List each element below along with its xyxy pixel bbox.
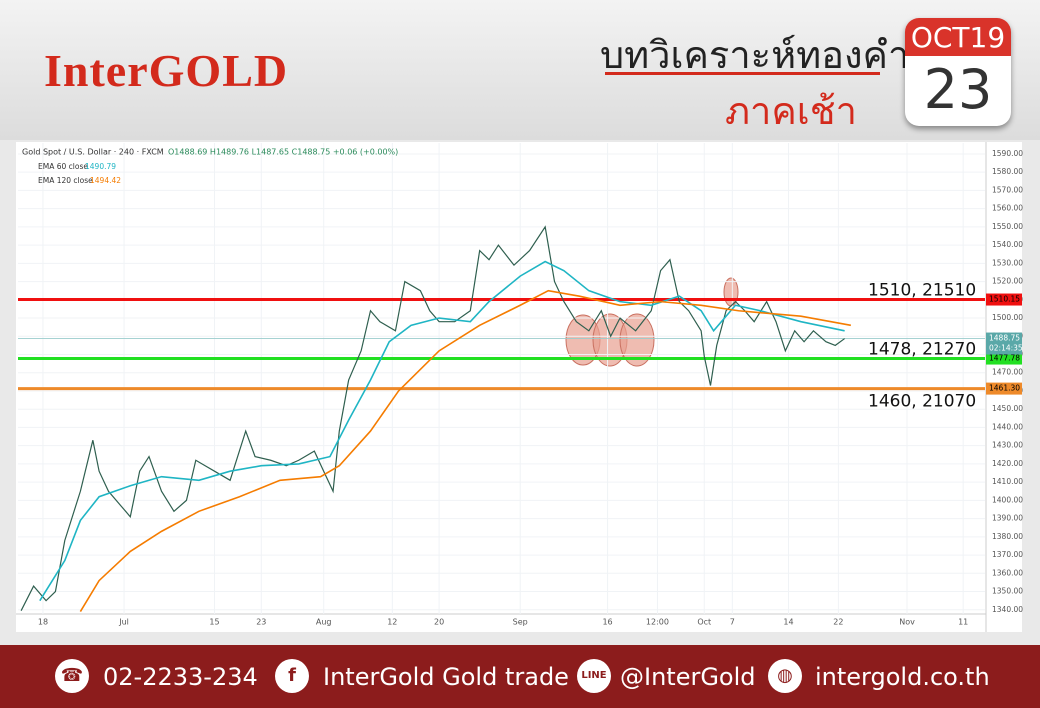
calendar-day: 23	[923, 58, 993, 121]
y-tick-label: 1590.00	[992, 149, 1023, 158]
title-rule	[605, 72, 880, 75]
y-tick-label: 1370.00	[992, 550, 1023, 559]
legend-ohlc: O1488.69 H1489.76 L1487.65 C1488.75 +0.0…	[168, 148, 398, 157]
price-tag-label: 1477.78	[989, 354, 1020, 363]
price-tag-label: 1488.75	[989, 334, 1020, 343]
footer: ☎ 02-2233-234 f InterGold Gold trade LIN…	[0, 645, 1040, 708]
x-tick-label: Jul	[118, 618, 129, 627]
price-tag	[986, 332, 1022, 355]
facebook-icon: f	[275, 659, 309, 693]
y-tick-label: 1440.00	[992, 422, 1023, 431]
line-id: @InterGold	[620, 663, 756, 691]
y-tick-label: 1540.00	[992, 240, 1023, 249]
level-note: 1478, 21270	[868, 340, 976, 360]
price-tag	[986, 352, 1022, 365]
legend-symbol: Gold Spot / U.S. Dollar · 240 · FXCM	[22, 148, 164, 157]
website: intergold.co.th	[815, 663, 990, 691]
phone: 02-2233-234	[103, 663, 258, 691]
ema-line	[79, 289, 852, 613]
x-tick-label: 18	[38, 618, 48, 627]
x-tick-label: 12	[387, 618, 397, 627]
legend-name: EMA 60 close	[38, 162, 88, 171]
price-tag	[986, 293, 1022, 306]
y-tick-label: 1400.00	[992, 495, 1023, 504]
x-tick-label: 15	[209, 618, 219, 627]
x-tick-label: 12:00	[646, 618, 669, 627]
line-icon: LINE	[577, 659, 611, 693]
y-tick-label: 1450.00	[992, 404, 1023, 413]
chart-panel	[16, 142, 1022, 632]
x-tick-label: 16	[602, 618, 612, 627]
x-tick-label: 7	[730, 618, 735, 627]
level-note: 1460, 21070	[868, 392, 976, 412]
x-tick-label: 20	[434, 618, 444, 627]
header: InterGOLD บทวิเคราะห์ทองคำ ภาคเช้า OCT19…	[0, 0, 1040, 140]
y-tick-label: 1410.00	[992, 477, 1023, 486]
y-tick-label: 1350.00	[992, 587, 1023, 596]
y-tick-label: 1380.00	[992, 532, 1023, 541]
x-tick-label: Nov	[899, 618, 915, 627]
legend-name: EMA 120 close	[38, 176, 93, 185]
y-tick-label: 1360.00	[992, 568, 1023, 577]
subtitle: ภาคเช้า	[725, 89, 857, 133]
logo: InterGOLD	[44, 45, 289, 96]
x-tick-label: Aug	[316, 618, 332, 627]
calendar: OCT19 23	[905, 18, 1011, 126]
legend-value: 1490.79	[85, 162, 116, 171]
web-icon: ◍	[768, 659, 802, 693]
x-tick-label: 23	[256, 618, 266, 627]
x-tick-label: 11	[958, 618, 968, 627]
x-tick-label: Oct	[697, 618, 711, 627]
price-line	[20, 225, 845, 611]
title: บทวิเคราะห์ทองคำ	[600, 33, 910, 77]
y-tick-label: 1530.00	[992, 258, 1023, 267]
y-tick-label: 1500.00	[992, 313, 1023, 322]
y-tick-label: 1390.00	[992, 514, 1023, 523]
y-tick-label: 1470.00	[992, 368, 1023, 377]
price-tag-label: 1510.15	[989, 295, 1020, 304]
price-tag	[986, 382, 1022, 395]
y-tick-label: 1340.00	[992, 605, 1023, 614]
phone-icon: ☎	[55, 659, 89, 693]
y-tick-label: 1560.00	[992, 204, 1023, 213]
x-tick-label: 22	[833, 618, 843, 627]
x-tick-label: 14	[783, 618, 793, 627]
y-tick-label: 1430.00	[992, 441, 1023, 450]
countdown: 02:14:35	[989, 344, 1023, 353]
x-tick-label: Sep	[513, 618, 528, 627]
y-tick-label: 1570.00	[992, 185, 1023, 194]
calendar-month: OCT19	[905, 18, 1011, 56]
level-note: 1510, 21510	[868, 281, 976, 301]
legend-value: 1494.42	[90, 176, 121, 185]
price-tag-label: 1461.30	[989, 384, 1020, 393]
y-tick-label: 1580.00	[992, 167, 1023, 176]
y-tick-label: 1420.00	[992, 459, 1023, 468]
facebook: InterGold Gold trade	[323, 663, 569, 691]
y-tick-label: 1550.00	[992, 222, 1023, 231]
ema-line	[39, 260, 845, 602]
y-tick-label: 1520.00	[992, 277, 1023, 286]
